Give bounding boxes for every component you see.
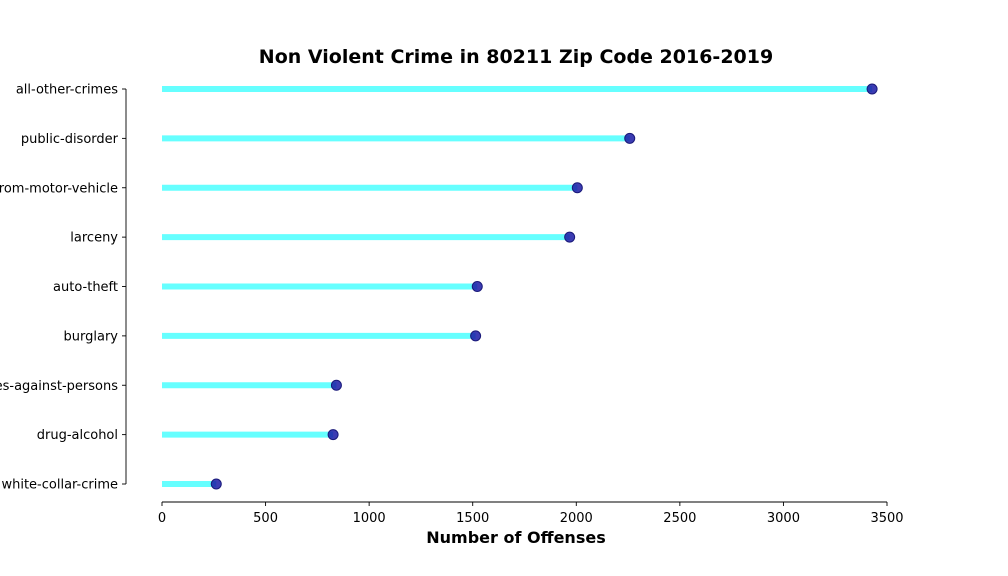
x-axis: 0 500 1000 1500 2000 2500 3000 3500 bbox=[158, 501, 904, 526]
lollipop-dot bbox=[471, 281, 483, 292]
x-tick-label: 2000 bbox=[560, 511, 593, 526]
x-tick-label: 2500 bbox=[663, 511, 696, 526]
y-tick-label: drug-alcohol bbox=[37, 428, 118, 443]
y-tick-label: public-disorder bbox=[21, 132, 119, 147]
lollipop-dot bbox=[866, 83, 878, 95]
y-tick-label: larceny bbox=[70, 231, 118, 246]
lollipop-dot bbox=[470, 330, 482, 342]
y-tick-label: white-collar-crime bbox=[1, 478, 118, 493]
x-tick-label: 3000 bbox=[767, 511, 800, 526]
chart-title: Non Violent Crime in 80211 Zip Code 2016… bbox=[259, 46, 773, 68]
y-tick-label: burglary bbox=[64, 329, 119, 344]
lollipop-dot bbox=[330, 379, 342, 391]
lollipop-dot bbox=[571, 182, 583, 194]
y-tick-label: all-other-crimes bbox=[16, 83, 118, 98]
y-axis: all-other-crimes public-disorder theft-fro… bbox=[0, 83, 127, 493]
chart-marks bbox=[162, 83, 878, 490]
y-tick-label: auto-theft bbox=[53, 280, 118, 295]
x-tick-label: 1000 bbox=[353, 511, 386, 526]
x-axis-label: Number of Offenses bbox=[426, 528, 605, 547]
x-tick-label: 1500 bbox=[456, 511, 489, 526]
lollipop-dot bbox=[624, 132, 636, 144]
y-tick-label: theft-from-motor-vehicle bbox=[0, 181, 118, 196]
x-tick-label: 0 bbox=[158, 511, 166, 526]
lollipop-dot bbox=[210, 478, 222, 490]
lollipop-dot bbox=[564, 231, 576, 243]
lollipop-dot bbox=[327, 429, 339, 441]
y-tick-label: other-crimes-against-persons bbox=[0, 379, 118, 394]
x-tick-label: 3500 bbox=[870, 511, 903, 526]
x-tick-label: 500 bbox=[253, 511, 278, 526]
